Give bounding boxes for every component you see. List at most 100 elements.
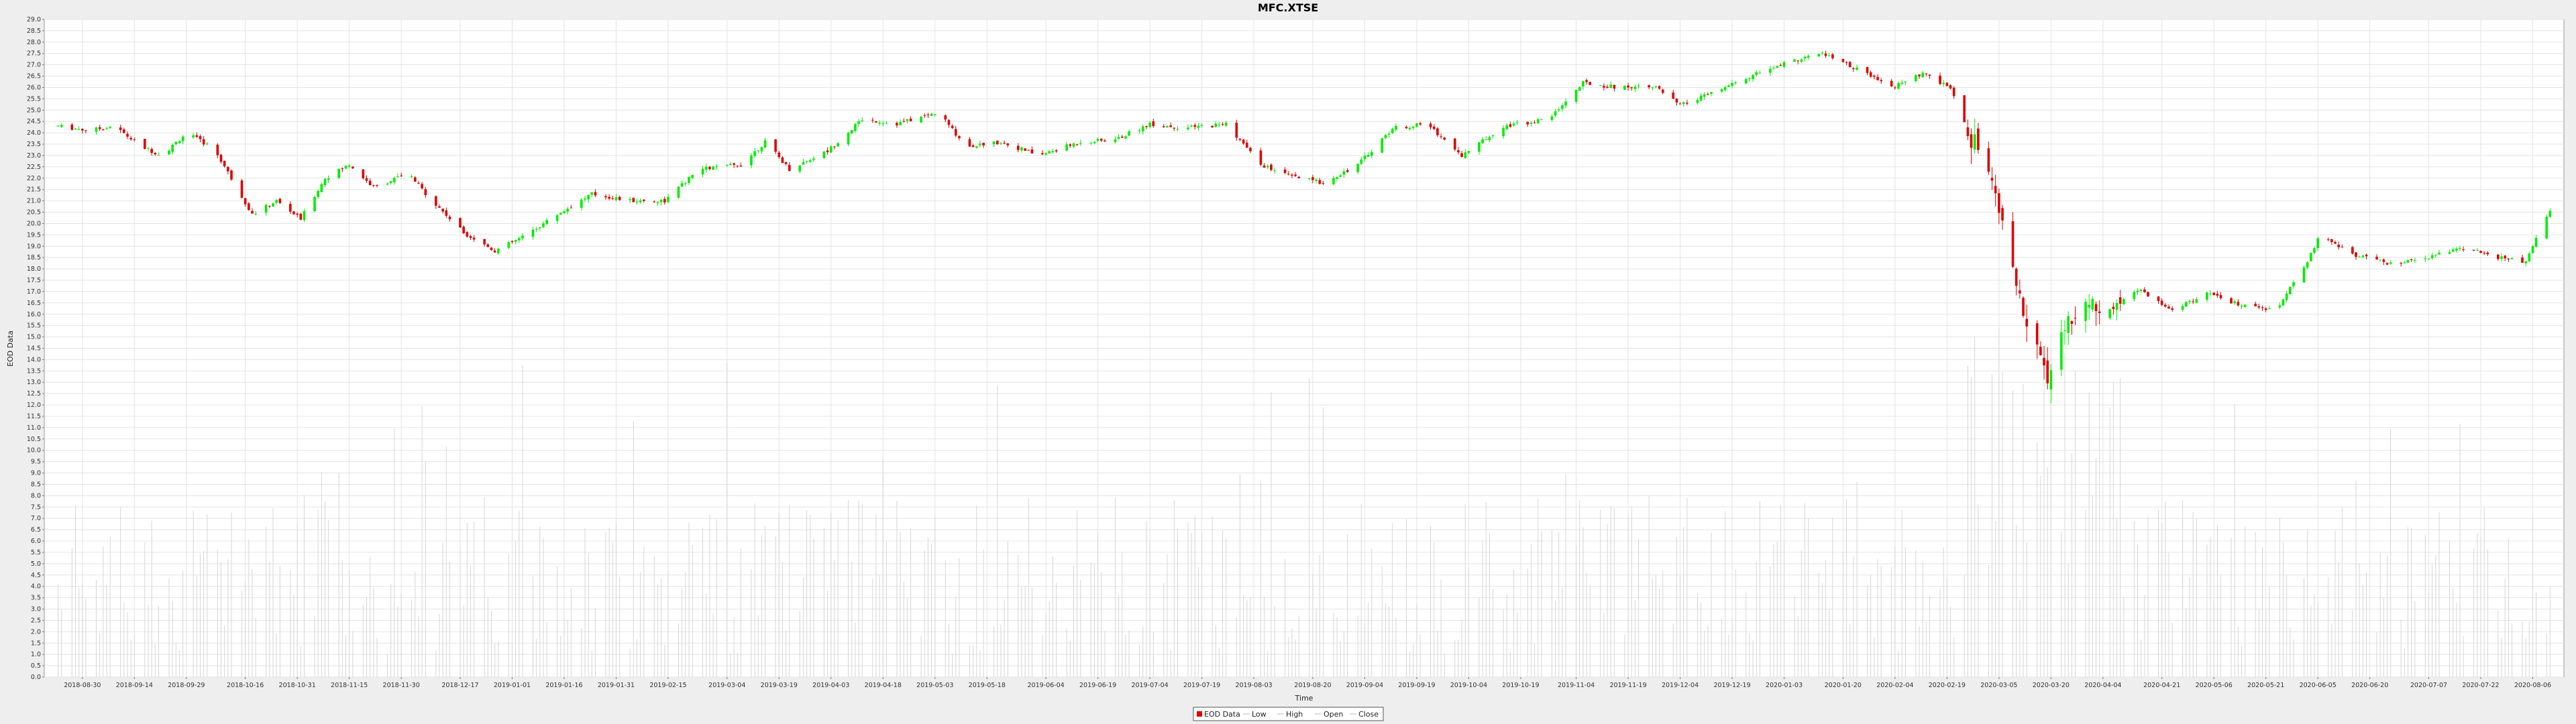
candle-body [264,204,268,213]
candle-body [1987,148,1990,172]
legend: EOD Data Low High Open Close [1193,707,1384,721]
candle-body [875,121,877,123]
x-tick-label: 2019-11-19 [1609,682,1646,689]
candle-body [195,135,199,137]
candle-body [1332,178,1335,184]
x-tick-label: 2020-01-20 [1825,682,1862,689]
y-tick-label: 11.5 [27,413,41,420]
y-axis-label: EOD Data [6,330,15,367]
candle-body [1128,131,1130,136]
candle-body [1856,67,1858,70]
candle-body [1769,68,1772,73]
candle-body [611,198,614,200]
candle-body [2219,295,2222,298]
candle-body [663,198,666,202]
candle-body [1200,125,1203,126]
candle-body [1391,128,1394,133]
x-tick-label: 2020-03-20 [2033,682,2070,689]
candle-body [466,232,469,237]
candle-body [85,130,87,131]
candle-body [923,115,926,117]
candle-body [584,198,586,200]
candle-body [2063,330,2066,331]
x-tick-label: 2019-04-03 [812,682,849,689]
candle-body [223,160,226,167]
candle-body [1703,94,1706,97]
candle-body [517,238,521,241]
candle-body [2292,282,2295,286]
candle-body [1661,89,1664,93]
y-tick-label: 16.5 [27,300,41,307]
candle-body [337,168,340,178]
candle-body [1221,124,1224,125]
candle-body [154,153,157,155]
candle-body [1727,85,1730,87]
candle-body [1540,119,1543,120]
candles [56,50,2552,404]
candle-body [248,203,250,210]
candle-body [1342,171,1346,175]
candle-body [1779,65,1782,66]
candle-body [555,215,559,221]
candle-body [1315,179,1318,181]
x-tick-label: 2019-03-04 [708,682,745,689]
candle-body [1270,164,1273,170]
candle-body [930,113,933,116]
candle-body [77,129,80,130]
candle-body [979,143,981,145]
candle-body [808,160,812,162]
candle-body [2334,241,2337,244]
candle-body [95,127,98,132]
candle-body [1072,143,1075,147]
candle-body [958,136,961,139]
candle-body [1360,159,1363,164]
candle-body [826,150,829,153]
candle-body [2216,294,2219,296]
candle-body [829,146,833,153]
candle-body [2237,302,2240,306]
candle-body [1429,123,1432,127]
candle-body [2264,308,2267,310]
candle-body [2136,290,2139,292]
candle-body [1457,150,1460,153]
candle-body [1263,166,1266,168]
candle-body [144,139,146,149]
candle-body [1582,80,1585,86]
candle-body [954,129,957,136]
candle-body [2476,250,2479,251]
legend-high: High [1286,710,1303,719]
candle-body [347,165,351,167]
y-tick-label: 24.0 [27,129,41,137]
candle-body [192,135,195,138]
candle-body [2455,248,2458,251]
candle-body [421,184,423,188]
candle-body [684,183,687,184]
candle-body [1000,143,1002,144]
candle-body [802,162,805,165]
candle-body [1190,125,1193,127]
candle-body [1609,84,1613,88]
candle-body [1065,144,1068,151]
candle-body [1720,89,1723,92]
x-tick-label: 2019-07-04 [1131,682,1168,689]
candle-body [2278,305,2282,308]
candle-body [1041,153,1044,155]
candle-body [594,192,597,196]
candle-body [2379,259,2381,261]
candle-body [1821,52,1824,54]
candle-body [2306,262,2309,268]
candle-body [2534,237,2538,247]
candle-body [240,180,244,198]
y-tick-label: 9.5 [31,459,41,466]
candle-body [1145,126,1148,127]
candle-body [174,141,178,145]
candle-body [417,182,420,184]
candle-body [448,217,451,219]
candle-body [1845,62,1848,63]
x-tick-label: 2019-01-16 [545,682,582,689]
candle-body [639,200,642,202]
candle-body [920,116,922,123]
candle-body [2406,260,2410,263]
candle-body [857,121,860,124]
candle-body [2261,307,2264,308]
